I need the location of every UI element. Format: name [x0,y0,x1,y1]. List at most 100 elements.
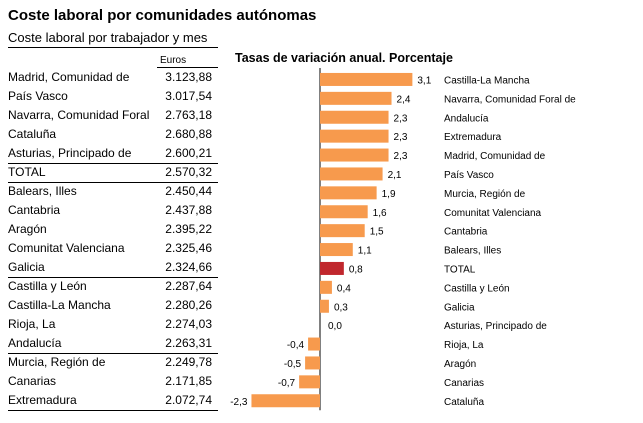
cost-value: 2.287,64 [165,279,212,293]
bar [320,280,332,294]
bar [320,148,389,162]
bar [305,356,320,370]
bar [320,243,353,257]
cost-value: 3.123,88 [165,70,212,84]
region-name: TOTAL [8,165,46,179]
data-label: 2,1 [388,170,402,181]
data-label: 0,4 [337,283,351,294]
region-name: Asturias, Principado de [8,146,132,160]
cost-value: 2.274,03 [165,317,212,331]
region-name: Canarias [8,374,57,388]
cost-value: 2.450,44 [165,184,212,198]
subtitle-divider [8,47,218,48]
table-row: Cataluña 2.680,88 [8,125,218,144]
category-label: Rioja, La [444,340,484,351]
table-row: Murcia, Región de 2.249,78 [8,353,218,372]
region-name: Murcia, Región de [8,355,106,369]
category-label: Andalucía [444,113,489,124]
bar [320,205,368,219]
bar [251,394,320,408]
region-name: Madrid, Comunidad de [8,70,130,84]
table-row: Navarra, Comunidad Foral 2.763,18 [8,106,218,125]
table-subtitle: Coste laboral por trabajador y mes [8,30,208,45]
bar [320,91,392,105]
table-row: Cantabria 2.437,88 [8,201,218,220]
category-label: Extremadura [444,132,502,143]
region-name: Aragón [8,222,47,236]
category-label: País Vasco [444,170,494,181]
bar [320,299,329,313]
category-label: Castilla-La Mancha [444,75,530,86]
table-row: Castilla y León 2.287,64 [8,277,218,296]
bar [320,167,383,181]
bar [308,337,320,351]
region-name: Castilla-La Mancha [8,298,111,312]
region-name: Andalucía [8,336,62,350]
cost-value: 2.600,21 [165,146,212,160]
table-row: Canarias 2.171,85 [8,372,218,391]
data-label: 2,4 [397,94,411,105]
region-name: Navarra, Comunidad Foral [8,108,150,122]
data-label: 3,1 [417,75,431,86]
data-label: -0,4 [287,340,305,351]
table-row: Madrid, Comunidad de 3.123,88 [8,68,218,87]
bar [320,186,377,200]
region-name: País Vasco [8,89,68,103]
category-label: Cataluña [444,397,484,408]
cost-value: 2.325,46 [165,241,212,255]
data-label: 2,3 [394,132,408,143]
category-label: Navarra, Comunidad Foral de [444,94,576,105]
bar [320,110,389,124]
region-name: Rioja, La [8,317,56,331]
region-name: Castilla y León [8,279,87,293]
unit-label: Euros [160,55,187,66]
cost-value: 2.249,78 [165,355,212,369]
data-label: 0,8 [349,264,363,275]
data-label: -2,3 [230,397,248,408]
table-row: Galicia 2.324,66 [8,258,218,278]
cost-value: 2.263,31 [165,336,212,350]
table-row: Balears, Illes 2.450,44 [8,182,218,201]
bar [320,129,389,143]
category-label: Madrid, Comunidad de [444,151,546,162]
cost-value: 2.324,66 [165,260,212,274]
category-label: Comunitat Valenciana [444,208,542,219]
table-row: Comunitat Valenciana 2.325,46 [8,239,218,258]
bar [320,224,365,238]
cost-value: 2.680,88 [165,127,212,141]
region-name: Cataluña [8,127,57,141]
region-name: Extremadura [8,393,77,407]
region-name: Balears, Illes [8,184,77,198]
category-label: Asturias, Principado de [444,321,547,332]
cost-value: 3.017,54 [165,89,212,103]
table-row: Aragón 2.395,22 [8,220,218,239]
table-row: País Vasco 3.017,54 [8,87,218,106]
category-label: Murcia, Región de [444,189,526,200]
category-label: Cantabria [444,227,488,238]
table-row: Asturias, Principado de 2.600,21 [8,144,218,164]
data-label: 1,6 [373,208,387,219]
table-row: Extremadura 2.072,74 [8,391,218,411]
table-row: Rioja, La 2.274,03 [8,315,218,334]
unit-divider [157,67,218,68]
chart-title: Tasas de variación anual. Porcentaje [235,51,453,65]
category-label: Aragón [444,359,476,370]
category-label: Balears, Illes [444,246,501,257]
data-label: 0,0 [328,321,342,332]
data-label: 0,3 [334,302,348,313]
cost-value: 2.437,88 [165,203,212,217]
category-label: Canarias [444,378,484,389]
cost-value: 2.570,32 [165,165,212,179]
data-label: 1,9 [382,189,396,200]
table-row: TOTAL 2.570,32 [8,163,218,183]
cost-value: 2.395,22 [165,222,212,236]
category-label: Galicia [444,302,475,313]
cost-value: 2.072,74 [165,393,212,407]
region-name: Cantabria [8,203,61,217]
bar [320,72,413,86]
data-label: 1,1 [358,246,372,257]
data-label: 2,3 [394,113,408,124]
region-name: Comunitat Valenciana [8,241,125,255]
cost-value: 2.763,18 [165,108,212,122]
